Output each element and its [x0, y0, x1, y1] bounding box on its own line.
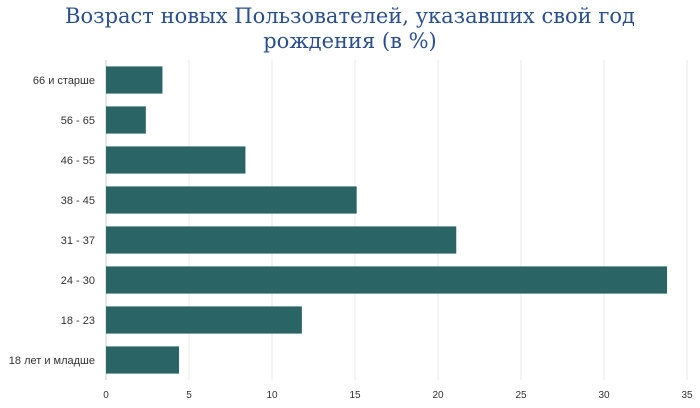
category-label: 38 - 45 [61, 195, 95, 207]
bar[interactable] [106, 226, 457, 254]
category-label: 24 - 30 [61, 275, 95, 287]
category-label: 18 лет и младше [9, 355, 95, 367]
chart-grid [105, 60, 688, 380]
bar[interactable] [106, 306, 302, 334]
chart-title: Возраст новых Пользователей, указавших с… [0, 4, 700, 54]
x-tick-label: 25 [515, 390, 527, 401]
x-tick-label: 5 [186, 390, 192, 401]
bar[interactable] [106, 66, 163, 94]
chart-bars [106, 66, 668, 374]
category-label: 66 и старше [33, 75, 95, 87]
x-tick-label: 30 [598, 390, 610, 401]
category-label: 46 - 55 [61, 155, 95, 167]
category-label: 18 - 23 [61, 315, 95, 327]
x-tick-label: 20 [432, 390, 444, 401]
bar[interactable] [106, 106, 146, 134]
bar[interactable] [106, 186, 357, 214]
category-label: 56 - 65 [61, 115, 95, 127]
chart-title-line-2: рождения (в %) [263, 29, 437, 53]
x-tick-label: 15 [349, 390, 361, 401]
category-labels: 66 и старше 56 - 65 46 - 55 38 - 45 31 - 37 2… [9, 75, 95, 367]
category-label: 31 - 37 [61, 235, 95, 247]
x-tick-label: 10 [266, 390, 278, 401]
bar[interactable] [106, 266, 668, 294]
bar[interactable] [106, 346, 180, 374]
bar[interactable] [106, 146, 246, 174]
x-tick-label: 0 [103, 390, 109, 401]
x-tick-label: 35 [681, 390, 693, 401]
x-axis-ticks: 0 5 10 15 20 25 30 35 [103, 390, 693, 401]
chart-title-line-1: Возраст новых Пользователей, указавших с… [65, 4, 635, 28]
